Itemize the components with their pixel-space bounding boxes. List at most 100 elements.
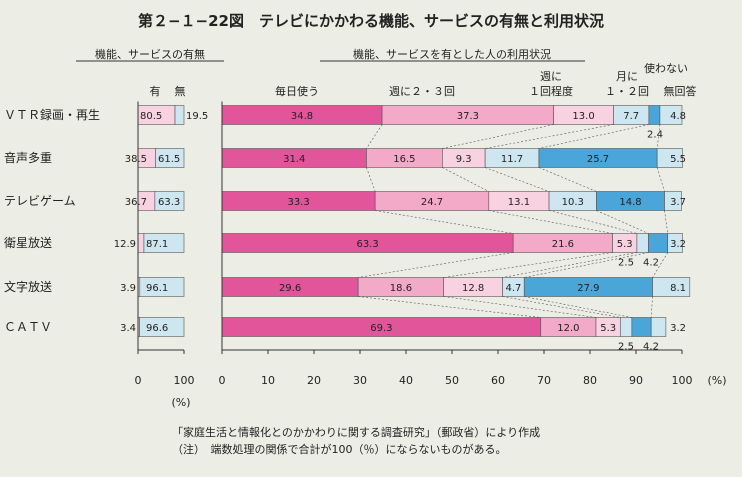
segment-value-label: 12.8	[462, 283, 484, 294]
small-value-label: 2.5	[618, 258, 634, 269]
right-axis-tick-label: 70	[537, 374, 551, 387]
connector-line	[664, 210, 669, 234]
segment-value-label: 10.3	[562, 197, 584, 208]
segment-value-label: 3.7	[670, 197, 686, 208]
connector-line	[524, 252, 649, 278]
right-axis-tick-label: 90	[629, 374, 643, 387]
left-axis-tick-label: 0	[135, 374, 142, 387]
connector-line	[656, 167, 665, 192]
legend-weekly1-line2: １回程度	[529, 84, 573, 98]
left-axis-tick-label: 100	[174, 374, 195, 387]
category-label: ＶＴＲ録画・再生	[4, 107, 100, 122]
segment-value-label: 29.6	[279, 283, 301, 294]
no-value-label: 19.5	[186, 111, 208, 122]
segment-value-label: 13.0	[572, 111, 594, 122]
noanswer-segment	[659, 105, 683, 125]
segment-value-label: 13.1	[508, 197, 530, 208]
yes-value-label: 12.9	[114, 239, 136, 250]
right-axis-tick-label: 40	[399, 374, 413, 387]
segment-value-label: 14.8	[619, 197, 641, 208]
right-axis-tick-label: 80	[583, 374, 597, 387]
yes-value-label: 3.9	[120, 283, 136, 294]
right-axis-tick-label: 20	[307, 374, 321, 387]
left-axis-unit: (%)	[171, 396, 190, 409]
connector-line	[443, 252, 613, 278]
segment-value-label: 3.2	[670, 239, 686, 250]
monthly-segment	[620, 317, 633, 337]
yes-bar	[137, 233, 145, 253]
legend-noanswer: 無回答	[664, 84, 697, 98]
small-value-label: 4.2	[643, 258, 659, 269]
segment-value-label: 11.7	[501, 154, 523, 165]
connector-line	[366, 124, 383, 149]
connector-line	[652, 252, 668, 278]
small-value-label: 4.2	[643, 342, 659, 353]
no-value-label: 96.6	[146, 323, 168, 334]
no-bar	[143, 233, 185, 253]
segment-value-label: 5.5	[670, 154, 686, 165]
no-bar	[139, 277, 185, 297]
category-label: 衛星放送	[4, 235, 52, 250]
yes-value-label: 38.5	[125, 154, 147, 165]
connector-line	[538, 167, 597, 192]
right-axis-tick-label: 30	[353, 374, 367, 387]
segment-value-label: 69.3	[370, 323, 392, 334]
noanswer-segment	[650, 317, 667, 337]
segment-value-label: 34.8	[291, 111, 313, 122]
segment-value-label: 63.3	[356, 239, 378, 250]
noanswer-segment	[664, 191, 682, 211]
segment-value-label: 12.0	[557, 323, 579, 334]
segment-value-label: 25.7	[587, 154, 609, 165]
legend-weekly1-line1: 週に	[540, 70, 562, 83]
segment-value-label: 16.5	[393, 154, 415, 165]
source-note: 「家庭生活と情報化とのかかわりに関する調査研究」（郵政省）により作成	[172, 425, 540, 439]
noanswer-segment	[667, 233, 683, 253]
right-axis-tick-label: 50	[445, 374, 459, 387]
connector-line	[375, 210, 514, 234]
unused-segment	[648, 233, 669, 253]
legend-weekly: 週に２・３回	[389, 85, 455, 98]
segment-value-label: 18.6	[390, 283, 412, 294]
no-value-label: 87.1	[146, 239, 168, 250]
no-bar	[139, 317, 185, 337]
unused-segment	[631, 317, 652, 337]
connector-line	[502, 252, 637, 278]
segment-value-label: 7.7	[623, 111, 639, 122]
legend-no: 無	[175, 84, 186, 98]
segment-value-label: 4.8	[670, 111, 686, 122]
connector-line	[358, 296, 541, 318]
no-bar	[154, 191, 185, 211]
category-label: ＣＡＴＶ	[4, 320, 52, 334]
category-label: テレビゲーム	[4, 194, 76, 208]
legend-daily: 毎日使う	[275, 85, 319, 98]
small-value-label: 2.5	[618, 342, 634, 353]
segment-value-label: 8.1	[670, 283, 686, 294]
segment-value-label: 9.3	[456, 154, 472, 165]
left-panel-header: 機能、サービスの有無	[95, 47, 205, 61]
legend-yes: 有	[150, 84, 161, 98]
no-value-label: 96.1	[146, 283, 168, 294]
footnote: （注） 端数処理の関係で合計が100（％）にならないものがある。	[172, 442, 507, 456]
connector-line	[442, 124, 554, 149]
no-bar	[155, 148, 185, 168]
small-value-label: 2.4	[647, 130, 663, 141]
segment-value-label: 24.7	[421, 197, 443, 208]
yes-value-label: 36.7	[125, 197, 147, 208]
yes-value-label: 80.5	[140, 111, 162, 122]
noanswer-segment	[656, 148, 683, 168]
connector-line	[548, 210, 637, 234]
connector-line	[366, 167, 376, 192]
right-axis-tick-label: 60	[491, 374, 505, 387]
category-label: 音声多重	[4, 150, 52, 165]
right-panel-header: 機能、サービスを有とした人の利用状況	[353, 47, 551, 61]
segment-value-label: 31.4	[283, 154, 305, 165]
yes-value-label: 3.4	[120, 323, 136, 334]
right-axis-unit: (%)	[707, 374, 726, 387]
legend-monthly-line1: 月に	[616, 70, 638, 83]
right-axis-tick-label: 0	[219, 374, 226, 387]
category-label: 文字放送	[4, 279, 52, 294]
chart-title: 第２−１−22図 テレビにかかわる機能、サービスの有無と利用状況	[138, 12, 604, 30]
legend-monthly-line2: １・２回	[605, 85, 649, 98]
